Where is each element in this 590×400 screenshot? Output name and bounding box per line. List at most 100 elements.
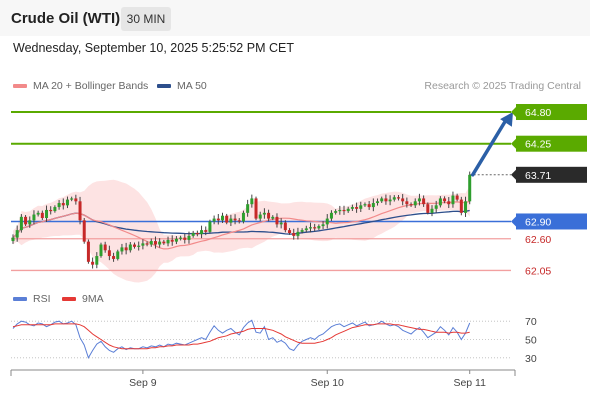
candle-body [401, 198, 405, 202]
candle [338, 205, 342, 215]
candle-body [317, 226, 321, 229]
candle [61, 198, 65, 210]
candle [262, 208, 266, 219]
candle [367, 201, 371, 210]
candle-body [86, 241, 90, 262]
bollinger-band-area [13, 179, 470, 283]
rsi-tick-label-70: 70 [525, 316, 537, 328]
candle-body [413, 201, 417, 206]
candle [112, 252, 116, 262]
candle-body [141, 243, 145, 246]
candle-body [271, 216, 275, 219]
candle-body [246, 204, 250, 213]
candle [162, 239, 166, 245]
candle-body [208, 221, 212, 232]
candle-body [363, 204, 367, 206]
x-axis: Sep 9 Sep 10 Sep 11 [10, 369, 516, 389]
candle-body [422, 198, 426, 205]
candle-body [304, 228, 308, 231]
candle [141, 239, 145, 250]
candle-body [153, 241, 157, 245]
candle [107, 245, 111, 261]
candle-body [455, 195, 459, 200]
legend-ma20: MA 20 + Bollinger Bands [13, 80, 148, 92]
level-label-62-90: 62.90 [525, 216, 551, 228]
candle [204, 226, 208, 236]
candle [11, 234, 15, 244]
candle-body [313, 227, 317, 229]
candle [82, 217, 86, 244]
rsi-panel: 70 50 30 [11, 316, 537, 365]
candle-body [116, 251, 120, 259]
legend-rsi: RSI [13, 293, 51, 305]
candle-body [438, 198, 442, 206]
legend-9ma: 9MA [62, 293, 104, 305]
ma20-line [12, 200, 470, 250]
level-label-62-60: 62.60 [525, 234, 551, 246]
candle-body [24, 216, 28, 225]
candle-body [275, 216, 279, 225]
candle-body [174, 238, 178, 242]
candle-body [78, 201, 82, 221]
candle [451, 191, 455, 208]
candle [19, 214, 23, 233]
candle [464, 196, 468, 217]
arrow-shaft [470, 118, 508, 177]
level-label-box-62-90 [516, 213, 587, 230]
timeframe-badge[interactable]: 30 MIN [121, 7, 171, 31]
candle [221, 212, 224, 223]
candle [401, 194, 405, 206]
candle [99, 242, 103, 258]
candle [124, 242, 128, 255]
candle-body [262, 212, 266, 215]
candle-body [187, 235, 191, 240]
candle-body [120, 247, 124, 252]
candle-body [334, 211, 338, 213]
candle [275, 213, 279, 228]
candle-body [216, 218, 220, 221]
candle-body [359, 205, 363, 209]
candle-body [133, 244, 137, 247]
candle [392, 195, 396, 202]
candle-body [292, 232, 296, 236]
candle-body [91, 261, 95, 265]
candle-body [300, 230, 304, 232]
candle [70, 196, 74, 202]
candle-body [95, 256, 99, 265]
candle [300, 228, 304, 234]
candle [53, 205, 57, 213]
candle [174, 236, 178, 245]
candle-body [179, 237, 183, 239]
candle-body [65, 199, 69, 206]
candle [279, 218, 283, 229]
candle-body [329, 212, 333, 219]
candle [304, 225, 308, 233]
candle-body [221, 215, 224, 221]
candle-body [325, 218, 329, 225]
rsi-tick-label-30: 30 [525, 353, 537, 365]
candle [49, 206, 53, 215]
candle [74, 194, 78, 205]
instrument-title: Crude Oil (WTI) [11, 10, 121, 27]
candle [405, 197, 409, 208]
candlesticks [11, 171, 472, 269]
candle-body [124, 247, 128, 251]
candle [191, 230, 195, 238]
candle-body [308, 227, 312, 229]
candle-body [137, 245, 141, 247]
candle [153, 236, 157, 249]
legend-ma50-label: MA 50 [177, 80, 207, 92]
candle-body [426, 204, 430, 213]
level-lines [11, 111, 511, 272]
candle [254, 196, 258, 221]
candle-body [468, 174, 472, 202]
candle [359, 201, 363, 212]
candle-body [145, 243, 149, 245]
candle [283, 220, 287, 233]
credit-text: Research © 2025 Trading Central [424, 80, 581, 92]
candle-body [107, 250, 111, 257]
candle-body [355, 207, 359, 209]
candle [346, 206, 350, 213]
candle [308, 222, 312, 233]
